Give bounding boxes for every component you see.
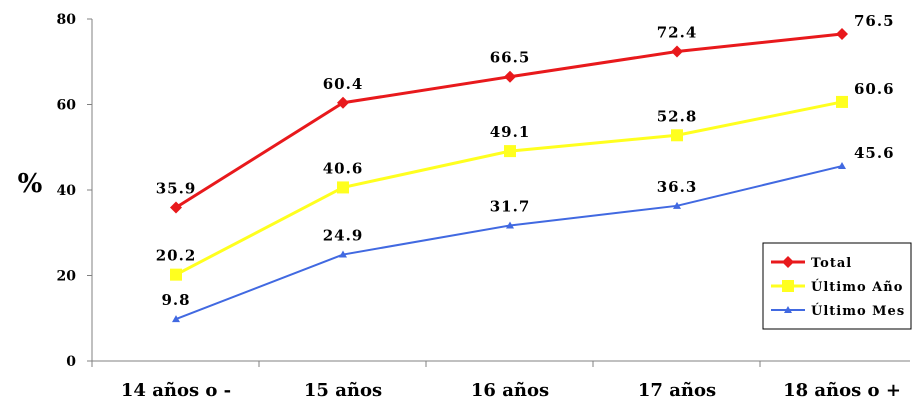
data-point <box>836 95 848 108</box>
legend-item: Total <box>771 256 852 271</box>
data-label: 31.7 <box>490 197 531 215</box>
data-point <box>170 268 182 281</box>
x-axis-ticks: 14 años o - 15 años 16 años 17 años 18 años … <box>91 361 901 401</box>
legend-marker <box>782 256 794 268</box>
series-2 <box>172 162 846 323</box>
x-tick-label: 14 años o - <box>121 380 231 401</box>
data-label: 45.6 <box>854 144 895 162</box>
data-label: 60.4 <box>323 75 364 93</box>
y-axis-label: % <box>18 169 43 199</box>
data-point <box>504 145 516 158</box>
legend-marker <box>784 306 792 313</box>
data-point <box>172 315 180 323</box>
data-label: 40.6 <box>323 159 364 177</box>
data-point <box>671 129 683 142</box>
data-label: 72.4 <box>657 23 698 41</box>
legend-marker <box>782 280 794 292</box>
x-tick-label: 16 años <box>471 380 549 401</box>
data-label: 24.9 <box>323 227 364 245</box>
legend-item: Último Año <box>771 278 903 295</box>
data-point <box>671 45 683 58</box>
data-point <box>337 96 349 109</box>
data-point <box>836 27 848 40</box>
data-label: 60.6 <box>854 80 895 98</box>
data-point <box>337 181 349 194</box>
data-point <box>838 162 846 170</box>
series-line <box>175 165 843 321</box>
y-tick-label: 80 <box>57 12 77 28</box>
x-tick-label: 15 años <box>304 380 382 401</box>
legend: Total Último Año Último Mes <box>762 242 912 330</box>
data-labels: 35.9 60.4 66.5 72.4 76.5 20.2 40.6 49.1 52.8 60.6… <box>156 12 895 309</box>
data-label: 66.5 <box>490 49 531 67</box>
y-tick-label: 40 <box>57 183 77 199</box>
y-tick-label: 60 <box>57 98 77 114</box>
y-tick-label: 0 <box>66 354 76 370</box>
data-point <box>673 201 681 209</box>
data-label: 20.2 <box>156 247 197 265</box>
data-point <box>339 250 347 258</box>
x-tick-label: 18 años o + <box>783 380 901 401</box>
data-point <box>504 70 516 83</box>
series-group <box>170 27 848 323</box>
data-label: 76.5 <box>854 12 895 30</box>
x-tick-label: 17 años <box>638 380 716 401</box>
data-label: 36.3 <box>657 178 698 196</box>
y-tick-label: 20 <box>57 269 77 285</box>
y-axis-ticks: 0 20 40 60 80 <box>57 12 92 370</box>
data-label: 52.8 <box>657 107 698 125</box>
series-1 <box>170 95 848 281</box>
data-point <box>170 201 182 214</box>
data-label: 35.9 <box>156 180 197 198</box>
data-label: 49.1 <box>490 123 531 141</box>
legend-label: Total <box>811 256 852 271</box>
data-label: 9.8 <box>161 291 190 309</box>
series-0 <box>170 27 848 214</box>
legend-label: Último Mes <box>811 302 905 319</box>
data-point <box>506 221 514 229</box>
legend-item: Último Mes <box>771 302 905 319</box>
legend-label: Último Año <box>811 278 903 295</box>
